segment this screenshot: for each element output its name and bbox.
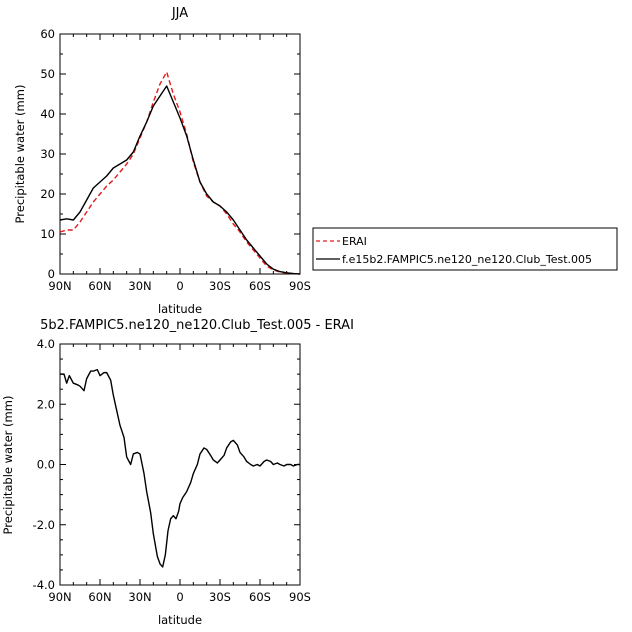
y-tick-label: 0	[48, 267, 55, 281]
top-y-axis-label: Precipitable water (mm)	[13, 85, 27, 224]
top-series-model-line	[59, 85, 301, 275]
legend-label-erai: ERAI	[342, 235, 367, 248]
x-tick-label: 30S	[209, 279, 231, 293]
bottom-panel: 5b2.FAMPIC5.ne120_ne120.Club_Test.005 - …	[1, 318, 354, 627]
legend-box	[312, 227, 618, 271]
x-tick-label: 0	[176, 590, 183, 604]
x-tick-label: 30S	[209, 590, 231, 604]
top-ticks: 90N 60N 30N 0 30S 60S 90S 0 10 20 30 40 50 60	[40, 27, 311, 293]
bottom-plot-frame	[59, 343, 301, 586]
top-x-axis-label: latitude	[158, 302, 202, 316]
bottom-x-axis-label: latitude	[158, 613, 202, 627]
bottom-y-axis-label: Precipitable water (mm)	[1, 396, 15, 535]
y-tick-label: -4.0	[33, 578, 55, 592]
y-tick-label: 50	[40, 67, 55, 81]
x-tick-label: 90N	[48, 590, 71, 604]
top-series-group	[59, 71, 301, 275]
y-tick-label: 2.0	[37, 397, 55, 411]
y-tick-label: 40	[40, 107, 55, 121]
x-tick-label: 60N	[88, 279, 111, 293]
x-tick-label: 90N	[48, 279, 71, 293]
x-tick-label: 90S	[289, 279, 311, 293]
top-panel: JJA 90N 60N 30N 0 30S 60S 90S 0 10 20 30 40 50 60 lat…	[13, 6, 311, 316]
x-tick-label: 30N	[128, 279, 151, 293]
x-tick-label: 30N	[128, 590, 151, 604]
y-tick-label: 10	[40, 227, 55, 241]
y-tick-label: 30	[40, 147, 55, 161]
x-tick-label: 0	[176, 279, 183, 293]
y-tick-label: -2.0	[33, 518, 55, 532]
x-tick-label: 60S	[249, 279, 271, 293]
top-series-erai-line	[59, 71, 301, 275]
x-tick-label: 90S	[289, 590, 311, 604]
top-title: JJA	[171, 6, 188, 21]
legend: ERAI f.e15b2.FAMPIC5.ne120_ne120.Club_Te…	[312, 227, 618, 271]
x-tick-label: 60N	[88, 590, 111, 604]
y-tick-label: 4.0	[37, 337, 55, 351]
bottom-title: 5b2.FAMPIC5.ne120_ne120.Club_Test.005 - …	[40, 318, 354, 333]
y-tick-label: 0.0	[37, 458, 55, 472]
bottom-series-group	[60, 368, 300, 568]
x-tick-label: 60S	[249, 590, 271, 604]
bottom-ticks: 90N 60N 30N 0 30S 60S 90S -4.0 -2.0 0.0 2.0 4.0	[33, 337, 311, 604]
legend-label-model: f.e15b2.FAMPIC5.ne120_ne120.Club_Test.00…	[342, 253, 592, 266]
top-plot-frame	[59, 33, 301, 275]
bottom-series-difference-line	[60, 368, 300, 568]
y-tick-label: 60	[40, 27, 55, 41]
y-tick-label: 20	[40, 187, 55, 201]
